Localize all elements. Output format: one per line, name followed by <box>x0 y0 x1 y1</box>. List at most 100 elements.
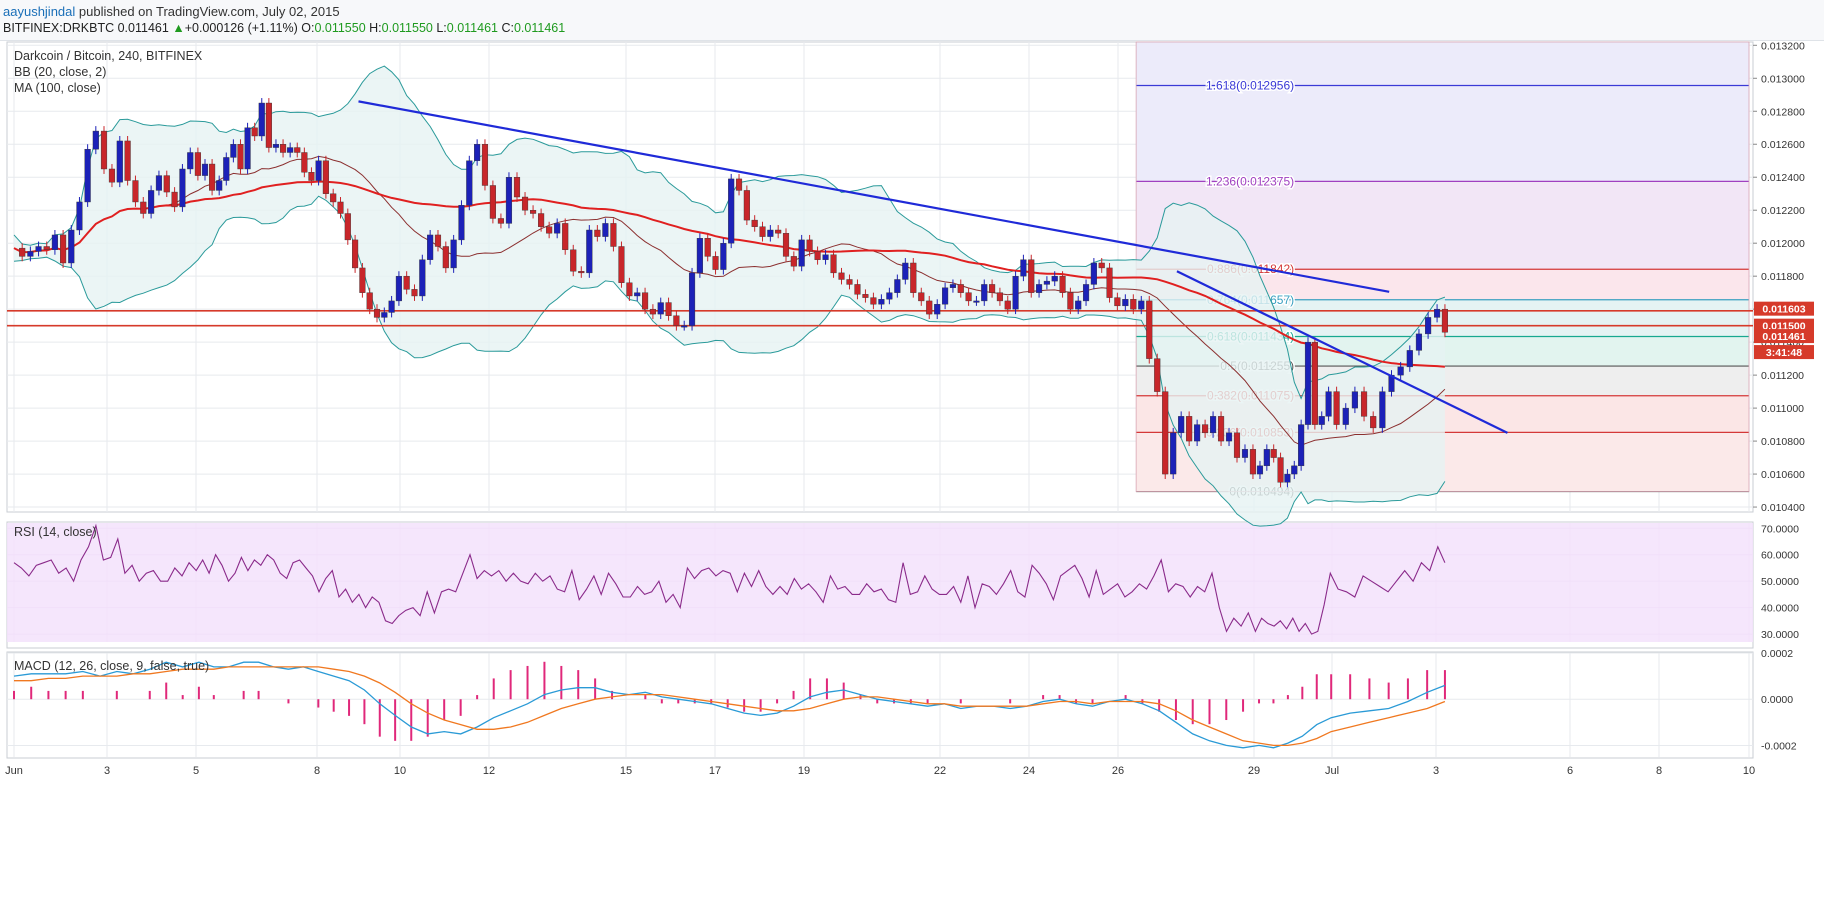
fib-zone <box>1136 42 1749 86</box>
candle-body <box>1186 416 1193 442</box>
candle-body <box>344 213 351 241</box>
candle-body <box>918 292 925 302</box>
candle-body <box>1162 391 1169 475</box>
candle-body <box>775 229 782 234</box>
candle-body <box>1098 262 1105 269</box>
candle-body <box>124 140 131 181</box>
price-chart[interactable]: 1.618(0.012956)1.236(0.012375)0.886(0.01… <box>0 40 1824 907</box>
candle-body <box>489 185 496 219</box>
x-tick-label: 5 <box>193 765 199 777</box>
candle-body <box>767 229 774 237</box>
candle-body <box>870 297 877 305</box>
change-arrow-icon: ▲ <box>172 21 185 35</box>
candle-body <box>1217 416 1225 442</box>
candle-body <box>578 271 585 274</box>
candle-body <box>60 234 67 264</box>
candle-body <box>1249 449 1257 475</box>
candle-body <box>244 127 251 170</box>
candle-body <box>27 251 34 257</box>
candle-body <box>759 226 766 237</box>
candle-body <box>427 234 434 260</box>
price-tick-label: 0.012200 <box>1761 205 1805 217</box>
trendline <box>358 100 1390 293</box>
candle-body <box>1342 407 1349 425</box>
trendline <box>1176 270 1508 434</box>
candle-body <box>949 284 957 288</box>
candle-body <box>1406 350 1413 368</box>
candle-body <box>798 239 805 267</box>
x-tick-label: 22 <box>934 765 946 777</box>
candle-body <box>862 294 869 298</box>
candle-body <box>790 256 797 267</box>
candle-body <box>287 147 294 153</box>
candle-body <box>1090 262 1097 285</box>
macd-pane[interactable] <box>6 651 1754 759</box>
candle-body <box>187 152 194 170</box>
price-tick-label: 0.011200 <box>1761 370 1804 382</box>
low-label: L: <box>436 21 447 35</box>
candle-body <box>230 144 237 158</box>
candle-body <box>330 193 337 203</box>
x-tick-label: 17 <box>709 765 721 777</box>
candle-body <box>657 302 664 315</box>
candle-body <box>419 259 426 297</box>
x-tick-label: 6 <box>1567 765 1573 777</box>
candle-body <box>1270 449 1277 458</box>
macd-legend: MACD (12, 26, close, 9, false, true) <box>14 659 209 673</box>
rsi-series <box>13 523 1446 635</box>
x-tick-label: 8 <box>1656 765 1662 777</box>
candle-body <box>704 238 711 257</box>
candle-body <box>100 130 108 170</box>
candle-body <box>570 249 577 272</box>
candle-body <box>132 180 139 203</box>
candle-body <box>1043 280 1050 285</box>
candle-body <box>279 144 287 153</box>
candle-body <box>626 282 633 297</box>
x-tick-label: 12 <box>483 765 495 777</box>
candle-body <box>846 279 853 285</box>
candle-body <box>179 168 186 208</box>
price-tick-label: 0.013000 <box>1761 73 1805 85</box>
candle-body <box>1318 416 1325 425</box>
candle-body <box>1075 300 1082 310</box>
price-tick-label: 0.012600 <box>1761 139 1805 151</box>
candle-body <box>728 178 735 244</box>
candle-body <box>505 177 513 224</box>
price-tick-label: 0.012800 <box>1761 106 1805 118</box>
candle-body <box>1298 424 1305 467</box>
candle-body <box>894 279 901 293</box>
candle-body <box>84 148 91 203</box>
author-link[interactable]: aayushjindal <box>3 4 76 19</box>
candle-body <box>1036 284 1043 293</box>
symbol-line: BITFINEX:DRKBTC 0.011461 ▲+0.000126 (+1.… <box>3 21 565 35</box>
candle-body <box>474 144 481 161</box>
candle-body <box>373 308 381 318</box>
x-axis-labels: Jun 3 5 8 10 12 15 17 19 22 24 26 29 Jul 3 6 8 10 <box>5 765 1755 777</box>
bollinger-basis <box>13 155 1446 446</box>
x-tick-label: 29 <box>1248 765 1260 777</box>
symbol-name: BITFINEX:DRKBTC <box>3 21 115 35</box>
candle-body <box>92 130 99 150</box>
candle-body <box>642 292 649 310</box>
candle-body <box>1138 300 1145 310</box>
candle-body <box>1170 432 1177 475</box>
candle-body <box>265 102 272 148</box>
candle-body <box>688 272 696 326</box>
candle-body <box>712 256 719 270</box>
candle-body <box>1233 432 1241 458</box>
candle-body <box>665 302 672 316</box>
bollinger-fill <box>14 66 1445 527</box>
candle-body <box>308 172 315 181</box>
candle-body <box>337 201 344 214</box>
ma-legend: MA (100, close) <box>14 81 101 95</box>
candle-body <box>530 210 537 214</box>
candle-body <box>1194 424 1201 442</box>
candle-body <box>51 234 58 250</box>
candle-body <box>1241 449 1249 458</box>
candle-body <box>934 304 941 315</box>
candle-body <box>171 191 178 208</box>
candle-body <box>965 292 972 302</box>
candle-body <box>155 175 163 191</box>
x-tick-label: Jul <box>1325 765 1339 777</box>
candle-body <box>251 127 258 137</box>
